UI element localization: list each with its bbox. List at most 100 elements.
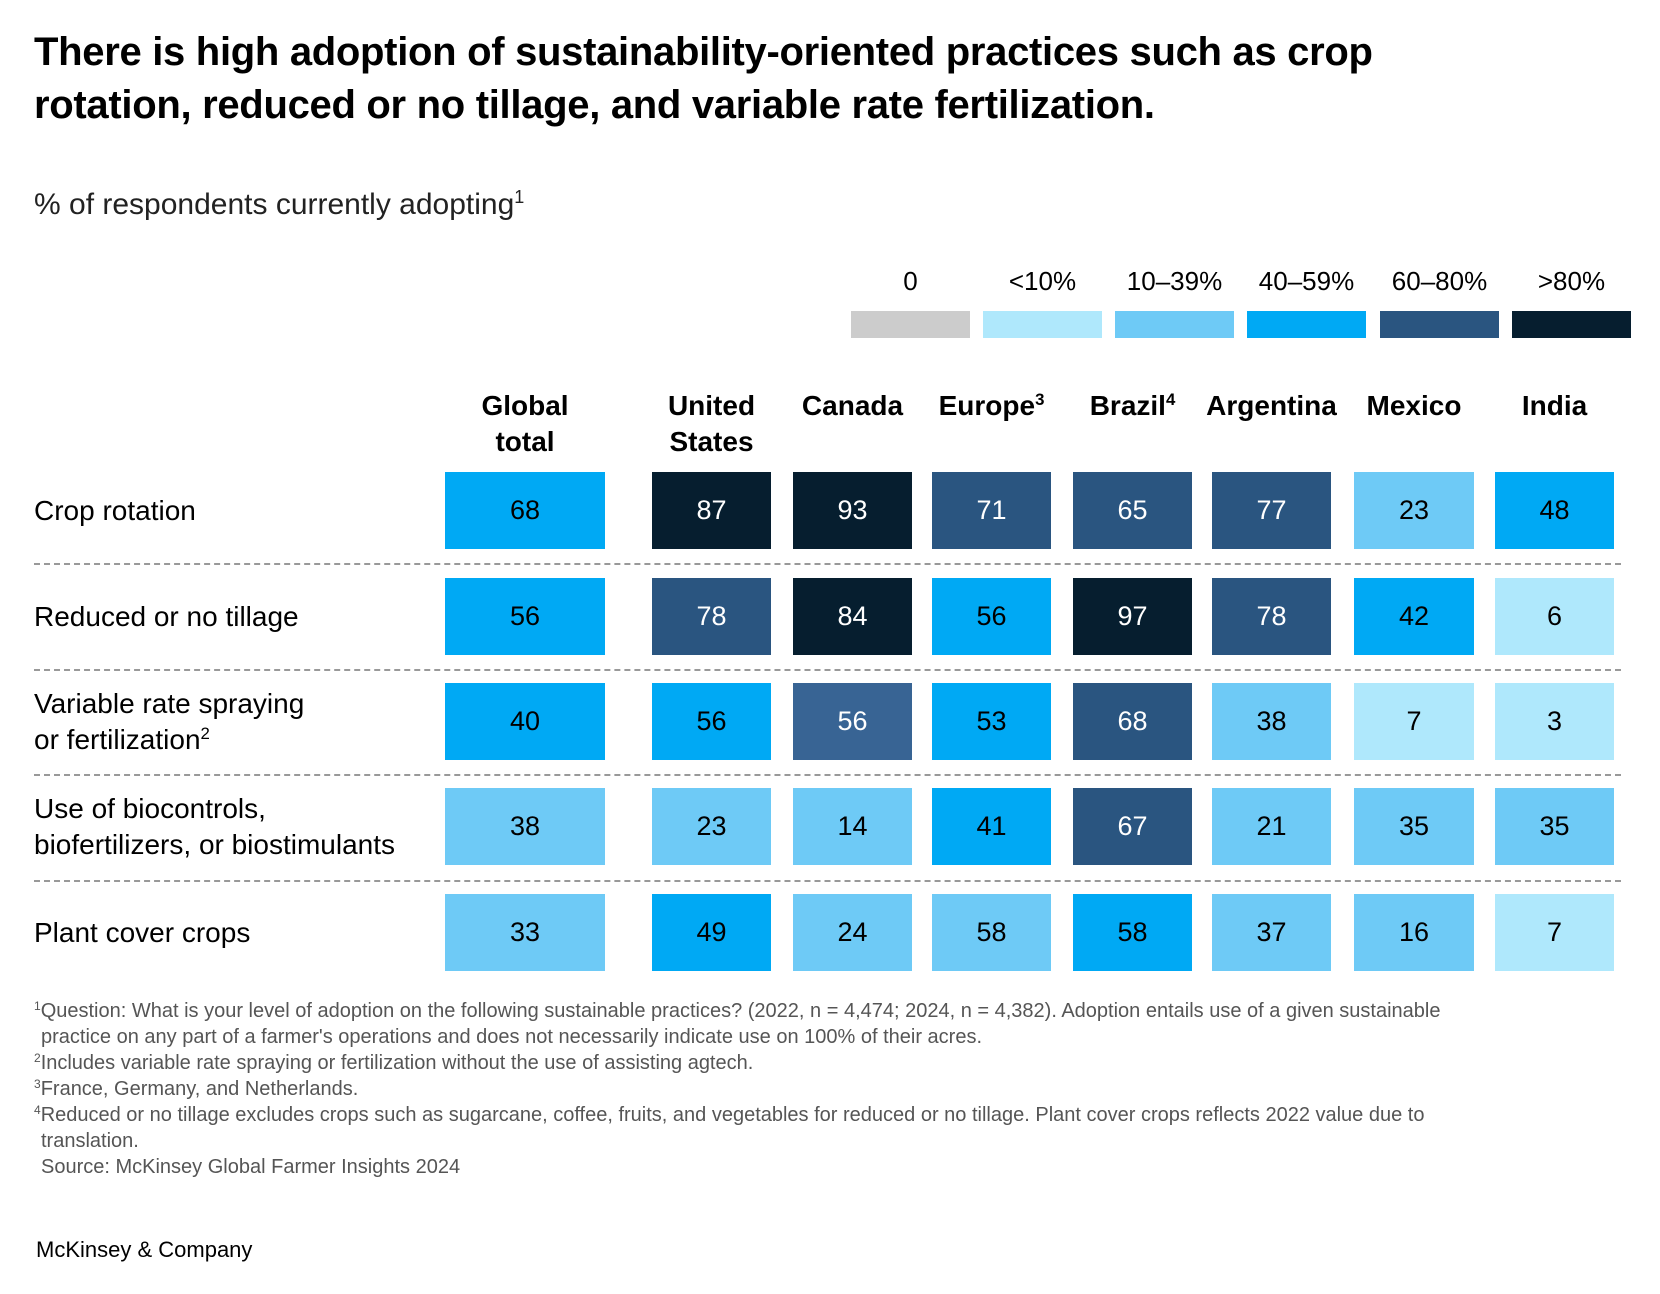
row-label-text: Use of biocontrols, biofertilizers, or bi…	[34, 791, 395, 863]
column-header-line: India	[1521, 390, 1588, 421]
column-header-line: United	[667, 390, 756, 421]
footnote-text: Question: What is your level of adoption…	[40, 1000, 1441, 1022]
legend-label: 10–39%	[1126, 266, 1223, 296]
footnotes: 1Question: What is your level of adoptio…	[34, 998, 1634, 1180]
heatmap-cell: 3	[1495, 683, 1614, 760]
legend-label: <10%	[1008, 266, 1077, 296]
heatmap-cell: 93	[793, 472, 912, 549]
row-divider	[34, 563, 1621, 565]
heatmap-cell: 87	[652, 472, 771, 549]
legend-swatch	[983, 311, 1102, 338]
row-label-line: Plant cover crops	[34, 916, 251, 948]
heatmap-cell: 78	[1212, 578, 1331, 655]
subtitle-footnote-ref: 1	[514, 187, 525, 208]
heatmap-cell: 56	[652, 683, 771, 760]
chart-title: There is high adoption of sustainability…	[34, 30, 1373, 127]
column-header-line: Global	[481, 390, 569, 421]
heatmap-cell: 53	[932, 683, 1051, 760]
heatmap-cell: 68	[1073, 683, 1192, 760]
legend-swatch	[1512, 311, 1631, 338]
heatmap-cell: 23	[652, 788, 771, 865]
heatmap-cell: 56	[445, 578, 605, 655]
footnote: 2Includes variable rate spraying or fert…	[34, 1050, 1634, 1076]
chart-subtitle: % of respondents currently adopting1	[34, 188, 524, 222]
heatmap-cell: 16	[1354, 894, 1474, 971]
footnote-ref: 3	[1035, 389, 1045, 409]
legend-label: 60–80%	[1391, 266, 1488, 296]
heatmap-cell: 14	[793, 788, 912, 865]
heatmap-cell: 21	[1212, 788, 1331, 865]
heatmap-cell: 41	[932, 788, 1051, 865]
footnote-number: 1	[34, 998, 41, 1013]
footnote: practice on any part of a farmer's opera…	[34, 1024, 1634, 1050]
row-label-text: Reduced or no tillage	[34, 599, 299, 635]
footnote-text: Reduced or no tillage excludes crops suc…	[40, 1104, 1425, 1126]
heatmap-cell: 48	[1495, 472, 1614, 549]
heatmap-cell: 65	[1073, 472, 1192, 549]
column-header-line: total	[495, 426, 555, 457]
heatmap-cell: 97	[1073, 578, 1192, 655]
heatmap-cell: 67	[1073, 788, 1192, 865]
heatmap-cell: 33	[445, 894, 605, 971]
row-divider	[34, 774, 1621, 776]
column-header-line: Europe3	[938, 389, 1045, 421]
footnote-number: 3	[34, 1076, 41, 1091]
legend-swatch	[851, 311, 970, 338]
column-header: Mexico	[1334, 388, 1494, 424]
row-label-text: Variable rate spraying or fertilization2	[34, 686, 304, 758]
footnote: 1Question: What is your level of adoptio…	[34, 998, 1634, 1024]
row-label-line: Reduced or no tillage	[34, 600, 299, 632]
heatmap-cell: 42	[1354, 578, 1474, 655]
footnote-text: Source: McKinsey Global Farmer Insights …	[41, 1156, 461, 1178]
heatmap-cell: 71	[932, 472, 1051, 549]
row-divider	[34, 880, 1621, 882]
legend-label: 40–59%	[1258, 266, 1355, 296]
column-header: Global total	[425, 388, 625, 460]
heatmap-cell: 6	[1495, 578, 1614, 655]
row-label: Reduced or no tillage	[34, 578, 299, 655]
row-label-line: biofertilizers, or biostimulants	[34, 828, 396, 860]
heatmap-cell: 56	[793, 683, 912, 760]
logo: McKinsey & Company	[36, 1237, 253, 1262]
heatmap-cell: 49	[652, 894, 771, 971]
heatmap-cell: 7	[1495, 894, 1614, 971]
footnote-text: Includes variable rate spraying or ferti…	[40, 1052, 754, 1074]
subtitle-text: % of respondents currently adopting	[34, 188, 515, 221]
column-header: United States	[632, 388, 791, 460]
footnote: Source: McKinsey Global Farmer Insights …	[34, 1154, 1634, 1180]
footnote: 3France, Germany, and Netherlands.	[34, 1076, 1634, 1102]
row-label-text: Plant cover crops	[34, 915, 250, 951]
heatmap-cell: 23	[1354, 472, 1474, 549]
legend-swatch	[1247, 311, 1366, 338]
column-header-line: Argentina	[1206, 390, 1337, 421]
heatmap-cell: 68	[445, 472, 605, 549]
heatmap-cell: 35	[1495, 788, 1614, 865]
heatmap-cell: 24	[793, 894, 912, 971]
row-label-line: Use of biocontrols,	[34, 792, 266, 824]
column-header: Argentina	[1192, 388, 1351, 424]
column-header: India	[1475, 388, 1634, 424]
column-header: Brazil4	[1053, 388, 1212, 424]
footnote-ref: 2	[200, 723, 210, 743]
column-header-line: Brazil4	[1089, 389, 1176, 421]
heatmap-cell: 84	[793, 578, 912, 655]
column-header-line: Mexico	[1366, 390, 1462, 421]
column-header-line: States	[669, 426, 754, 457]
heatmap-cell: 78	[652, 578, 771, 655]
row-label: Use of biocontrols, biofertilizers, or bi…	[34, 788, 395, 865]
heatmap-cell: 56	[932, 578, 1051, 655]
heatmap-cell: 7	[1354, 683, 1474, 760]
legend-label: >80%	[1537, 266, 1606, 296]
heatmap-cell: 38	[445, 788, 605, 865]
column-header: Europe3	[912, 388, 1071, 424]
row-label-line: or fertilization2	[34, 723, 210, 755]
row-label: Crop rotation	[34, 472, 196, 549]
footnote: 4Reduced or no tillage excludes crops su…	[34, 1102, 1634, 1128]
heatmap-cell: 38	[1212, 683, 1331, 760]
heatmap-cell: 58	[932, 894, 1051, 971]
row-label-line: Crop rotation	[34, 494, 196, 526]
row-divider	[34, 669, 1621, 671]
footnote: translation.	[34, 1128, 1634, 1154]
footnote-text: practice on any part of a farmer's opera…	[41, 1026, 983, 1048]
heatmap-cell: 58	[1073, 894, 1192, 971]
